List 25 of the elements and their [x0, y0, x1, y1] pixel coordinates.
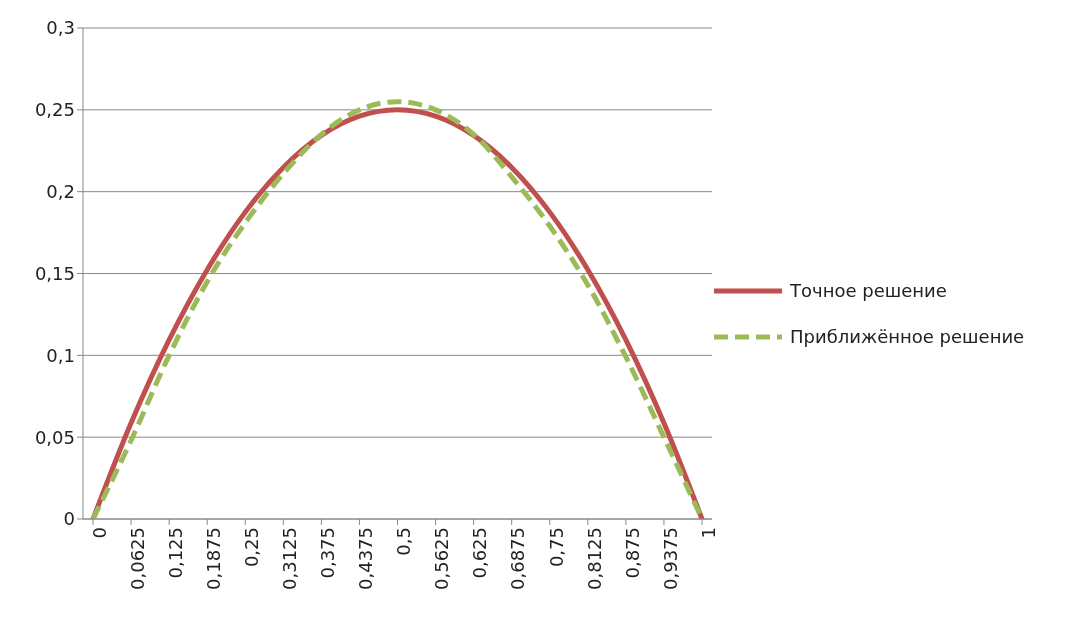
x-tick-label: 0,125 [164, 527, 186, 579]
x-tick-label: 0,5 [393, 527, 415, 556]
x-tick-label: 0,9375 [659, 527, 681, 590]
y-tick-label: 0,3 [46, 17, 75, 39]
x-tick-label: 0 [88, 527, 110, 539]
legend-label: Приближённое решение [790, 326, 1025, 347]
legend-label: Точное решение [790, 280, 947, 301]
x-tick-label: 0,875 [621, 527, 643, 579]
x-tick-label: 1 [697, 527, 719, 539]
y-tick-label: 0,1 [46, 344, 75, 366]
x-tick-label: 0,625 [469, 527, 491, 579]
x-tick-label: 0,6875 [507, 527, 529, 590]
x-tick-label: 0,375 [317, 527, 339, 579]
x-tick-label: 0,1875 [202, 527, 224, 590]
x-tick-label: 0,3125 [279, 527, 301, 590]
y-tick-label: 0,25 [34, 99, 75, 121]
x-tick-label: 0,4375 [355, 527, 377, 590]
x-tick-label: 0,75 [545, 527, 567, 568]
x-tick-label: 0,5625 [431, 527, 453, 590]
y-tick-label: 0,2 [46, 181, 75, 203]
y-tick-label: 0,05 [34, 426, 75, 448]
x-tick-label: 0,0625 [126, 527, 148, 590]
x-tick-label: 0,25 [241, 527, 263, 568]
x-tick-label: 0,8125 [583, 527, 605, 590]
y-tick-label: 0,15 [34, 262, 75, 284]
